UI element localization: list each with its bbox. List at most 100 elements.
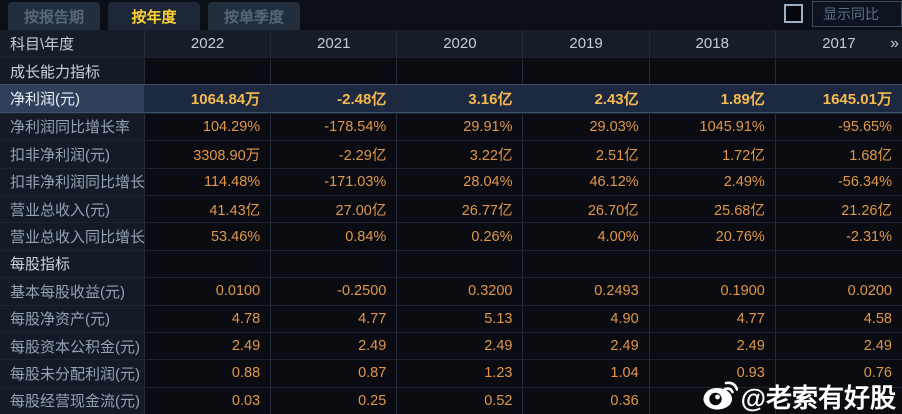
row-label: 每股未分配利润(元) (0, 360, 145, 387)
row-label: 每股经营现金流(元) (0, 387, 145, 414)
row-label: 每股净资产(元) (0, 305, 145, 332)
cell-value: -56.34% (775, 168, 902, 195)
table-row[interactable]: 营业总收入(元) 41.43亿 27.00亿 26.77亿 26.70亿 25.68亿 21… (0, 194, 902, 223)
tab-by-quarter[interactable]: 按单季度 (208, 2, 300, 30)
cell-value: 5.13 (397, 305, 524, 332)
table-row[interactable]: 每股未分配利润(元) 0.88 0.87 1.23 1.04 0.93 0.76 (0, 359, 902, 387)
cell-value (271, 250, 398, 278)
cell-value: 2.51亿 (523, 141, 650, 168)
show-yoy-checkbox[interactable] (784, 4, 803, 23)
watermark-text: @老索有好股 (740, 382, 896, 413)
cell-value: 1645.01万 (775, 85, 902, 112)
tab-by-year[interactable]: 按年度 (108, 2, 200, 30)
table-row[interactable]: 营业总收入同比增长率53.46%0.84%0.26%4.00%20.76%-2.… (0, 222, 902, 250)
year-header-2019: 2019 (523, 30, 650, 57)
cell-value: -178.54% (271, 113, 398, 141)
year-header-2020: 2020 (397, 30, 524, 57)
section-row: 每股指标 (0, 249, 902, 278)
cell-value: 0.2493 (523, 278, 650, 305)
tab-bar: 按报告期 按年度 按单季度 显示同比 (0, 0, 902, 30)
cell-value: 21.26亿 (775, 195, 902, 223)
cell-value (523, 58, 650, 85)
cell-value: 4.77 (649, 305, 776, 332)
cell-value: 0.3200 (397, 278, 524, 305)
cell-value: 1064.84万 (145, 85, 272, 112)
row-label: 成长能力指标 (0, 58, 145, 85)
cell-value (649, 58, 776, 85)
cell-value: 0.26% (397, 223, 524, 250)
row-label: 营业总收入(元) (0, 195, 145, 223)
header-controls: 显示同比 (784, 0, 902, 30)
cell-value: 2.43亿 (523, 85, 650, 112)
year-header-2018: 2018 (649, 30, 776, 57)
cell-value (649, 250, 776, 278)
cell-value: 0.03 (145, 387, 272, 414)
cell-value (145, 58, 272, 85)
period-tabs: 按报告期 按年度 按单季度 (0, 2, 300, 30)
cell-value (775, 387, 902, 414)
cell-value: 20.76% (649, 223, 776, 250)
cell-value: 114.48% (145, 168, 272, 195)
cell-value: 1045.91% (649, 113, 776, 141)
cell-value: 2.49 (775, 332, 902, 360)
table-row[interactable]: 净利润(元) 1064.84万 -2.48亿 3.16亿 2.43亿 1.89亿 1645.… (0, 84, 902, 113)
cell-value: 1.23 (397, 360, 524, 387)
table-row[interactable]: 扣非净利润(元) 3308.90万 -2.29亿 3.22亿 2.51亿 1.72亿 1.6… (0, 140, 902, 168)
row-label: 扣非净利润同比增长率 (0, 168, 145, 195)
tab-by-report-period[interactable]: 按报告期 (8, 2, 100, 30)
cell-value (775, 250, 902, 278)
row-label: 营业总收入同比增长率 (0, 223, 145, 250)
cell-value: 0.87 (271, 360, 398, 387)
cell-value: 3308.90万 (145, 141, 272, 168)
table-row[interactable]: 每股净资产(元) 4.78 4.77 5.13 4.90 4.77 4.58 (0, 304, 902, 332)
cell-value: 41.43亿 (145, 195, 272, 223)
cell-value: 4.77 (271, 305, 398, 332)
row-label: 净利润(元) (0, 85, 145, 112)
cell-value: 1.89亿 (649, 85, 776, 112)
cell-value: 1.68亿 (775, 141, 902, 168)
cell-value: 0.25 (271, 387, 398, 414)
cell-value: 0.1900 (649, 278, 776, 305)
cell-value (397, 58, 524, 85)
cell-value: -171.03% (271, 168, 398, 195)
row-label: 每股指标 (0, 250, 145, 278)
cell-value: 2.49% (649, 168, 776, 195)
table-row[interactable]: 每股经营现金流(元) 0.03 0.25 0.52 0.36 (0, 386, 902, 414)
row-label: 每股资本公积金(元) (0, 332, 145, 360)
cell-value: 46.12% (523, 168, 650, 195)
table-header-row: 科目\年度 2022 2021 2020 2019 2018 2017» (0, 30, 902, 57)
cell-value: 2.49 (397, 332, 524, 360)
cell-value: 0.0200 (775, 278, 902, 305)
more-years-icon[interactable]: » (890, 34, 899, 52)
table-row[interactable]: 基本每股收益(元) 0.0100 -0.2500 0.3200 0.2493 0.1900… (0, 277, 902, 305)
table-row[interactable]: 每股资本公积金(元) 2.49 2.49 2.49 2.49 2.49 2.49 (0, 331, 902, 360)
cell-value: -95.65% (775, 113, 902, 141)
cell-value: -2.48亿 (271, 85, 398, 112)
cell-value (397, 250, 524, 278)
cell-value: 29.03% (523, 113, 650, 141)
table-row[interactable]: 净利润同比增长率 104.29% -178.54% 29.91% 29.03% 1045.… (0, 112, 902, 141)
cell-value: 1.04 (523, 360, 650, 387)
cell-value: 2.49 (649, 332, 776, 360)
cell-value: 4.58 (775, 305, 902, 332)
cell-value: 104.29% (145, 113, 272, 141)
year-header-2017: 2017» (775, 30, 902, 57)
cell-value: -2.29亿 (271, 141, 398, 168)
cell-value (271, 58, 398, 85)
row-label: 净利润同比增长率 (0, 113, 145, 141)
cell-value: 4.78 (145, 305, 272, 332)
cell-value: 4.90 (523, 305, 650, 332)
show-yoy-button[interactable]: 显示同比 (812, 0, 902, 27)
watermark: @老索有好股 (702, 379, 896, 413)
cell-value: 28.04% (397, 168, 524, 195)
year-header-2021: 2021 (271, 30, 398, 57)
cell-value: 29.91% (397, 113, 524, 141)
row-label: 基本每股收益(元) (0, 278, 145, 305)
section-row: 成长能力指标 (0, 57, 902, 85)
cell-value (775, 58, 902, 85)
table-row[interactable]: 扣非净利润同比增长率114.48%-171.03%28.04%46.12%2.4… (0, 167, 902, 195)
cell-value: 2.49 (145, 332, 272, 360)
cell-value: 2.49 (271, 332, 398, 360)
cell-value: 4.00% (523, 223, 650, 250)
cell-value (523, 250, 650, 278)
